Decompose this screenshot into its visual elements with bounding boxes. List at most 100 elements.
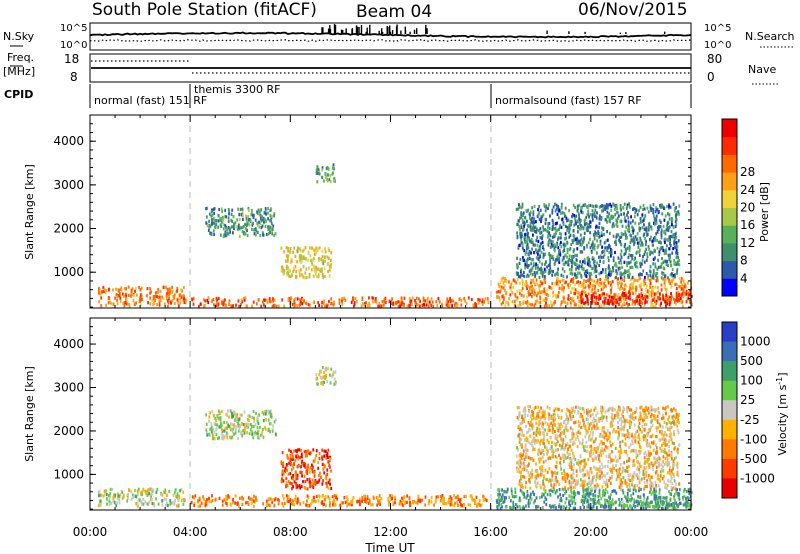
velocity-echo-cell [319,375,322,379]
velocity-echo-cell [387,503,390,507]
velocity-echo-cell [605,415,608,419]
velocity-echo-cell [689,487,691,491]
velocity-echo-cell [505,496,507,500]
power-echo-cell [210,221,213,225]
power-echo-cell [679,285,682,289]
power-echo-cell [578,203,581,207]
power-echo-cell [629,205,631,209]
power-echo-cell [315,247,317,251]
power-echo-cell [322,262,325,266]
power-echo-cell [130,294,132,298]
power-echo-cell [582,227,585,231]
power-echo-cell [626,269,629,273]
velocity-echo-cell [253,432,256,436]
velocity-echo-cell [673,442,675,446]
velocity-echo-cell [150,488,153,492]
power-echo-cell [251,208,253,213]
velocity-echo-cell [541,495,543,499]
power-echo-cell [527,257,530,261]
velocity-echo-cell [289,459,292,463]
power-echo-cell [223,233,225,237]
power-echo-cell [263,220,265,224]
power-echo-cell [639,248,641,252]
power-echo-cell [550,269,553,273]
power-echo-cell [233,226,235,231]
velocity-echo-cell [157,502,160,506]
power-echo-cell [549,245,552,249]
velocity-echo-cell [677,503,680,507]
power-echo-cell [497,290,500,294]
velocity-echo-cell [228,495,231,499]
power-echo-cell [674,209,676,213]
power-echo-cell [382,303,385,307]
velocity-echo-cell [631,479,633,483]
velocity-echo-cell [249,428,252,432]
power-echo-cell [124,300,127,305]
power-echo-cell [517,271,519,276]
power-echo-cell [658,224,660,228]
velocity-echo-cell [138,498,141,503]
power-echo-cell [623,271,626,275]
power-echo-cell [660,228,663,232]
power-echo-cell [670,264,673,268]
power-echo-cell [481,298,484,302]
power-echo-cell [229,304,232,308]
velocity-echo-cell [500,498,502,502]
velocity-echo-cell [603,493,606,497]
velocity-echo-cell [375,496,378,500]
power-echo-cell [328,299,330,303]
power-echo-cell [624,247,627,251]
power-ytick-label: 4000 [53,134,84,148]
power-echo-cell [528,256,531,260]
velocity-echo-cell [533,493,536,497]
velocity-echo-cell [576,461,578,465]
velocity-echo-cell [611,442,614,446]
power-echo-cell [675,302,677,306]
power-echo-cell [552,220,554,224]
power-echo-cell [534,225,537,229]
power-echo-cell [227,226,230,230]
power-echo-cell [619,219,622,223]
power-echo-cell [596,239,598,243]
velocity-echo-cell [582,493,585,497]
velocity-echo-cell [305,503,307,507]
power-echo-cell [504,288,506,292]
power-echo-cell [670,220,673,224]
power-echo-cell [587,256,590,260]
power-echo-cell [520,293,523,297]
power-echo-cell [505,300,508,305]
power-echo-cell [446,303,449,308]
velocity-echo-cell [449,503,452,507]
velocity-echo-cell [366,496,369,500]
velocity-echo-cell [471,496,473,500]
power-echo-cell [527,264,530,268]
power-echo-cell [643,232,646,236]
power-echo-cell [591,240,594,244]
velocity-echo-cell [245,422,248,426]
velocity-echo-cell [555,506,557,510]
velocity-echo-cell [584,444,587,448]
velocity-echo-cell [643,476,646,480]
power-echo-cell [593,279,596,283]
power-echo-cell [399,304,402,308]
velocity-echo-cell [609,501,611,505]
power-echo-cell [132,299,135,303]
velocity-echo-cell [287,479,290,484]
velocity-echo-cell [675,415,678,419]
velocity-echo-cell [416,501,419,505]
power-echo-cell [548,238,551,242]
power-echo-cell [608,212,610,216]
power-echo-cell [581,289,584,293]
velocity-echo-cell [647,450,650,454]
velocity-echo-cell [299,486,301,490]
power-echo-cell [212,298,215,302]
velocity-echo-cell [623,407,626,411]
power-echo-cell [622,232,625,237]
power-echo-cell [530,262,532,266]
velocity-echo-cell [495,499,498,503]
power-echo-cell [588,204,590,208]
power-echo-cell [560,225,563,229]
velocity-echo-cell [247,425,249,429]
power-echo-cell [643,282,646,286]
velocity-echo-cell [457,497,460,501]
